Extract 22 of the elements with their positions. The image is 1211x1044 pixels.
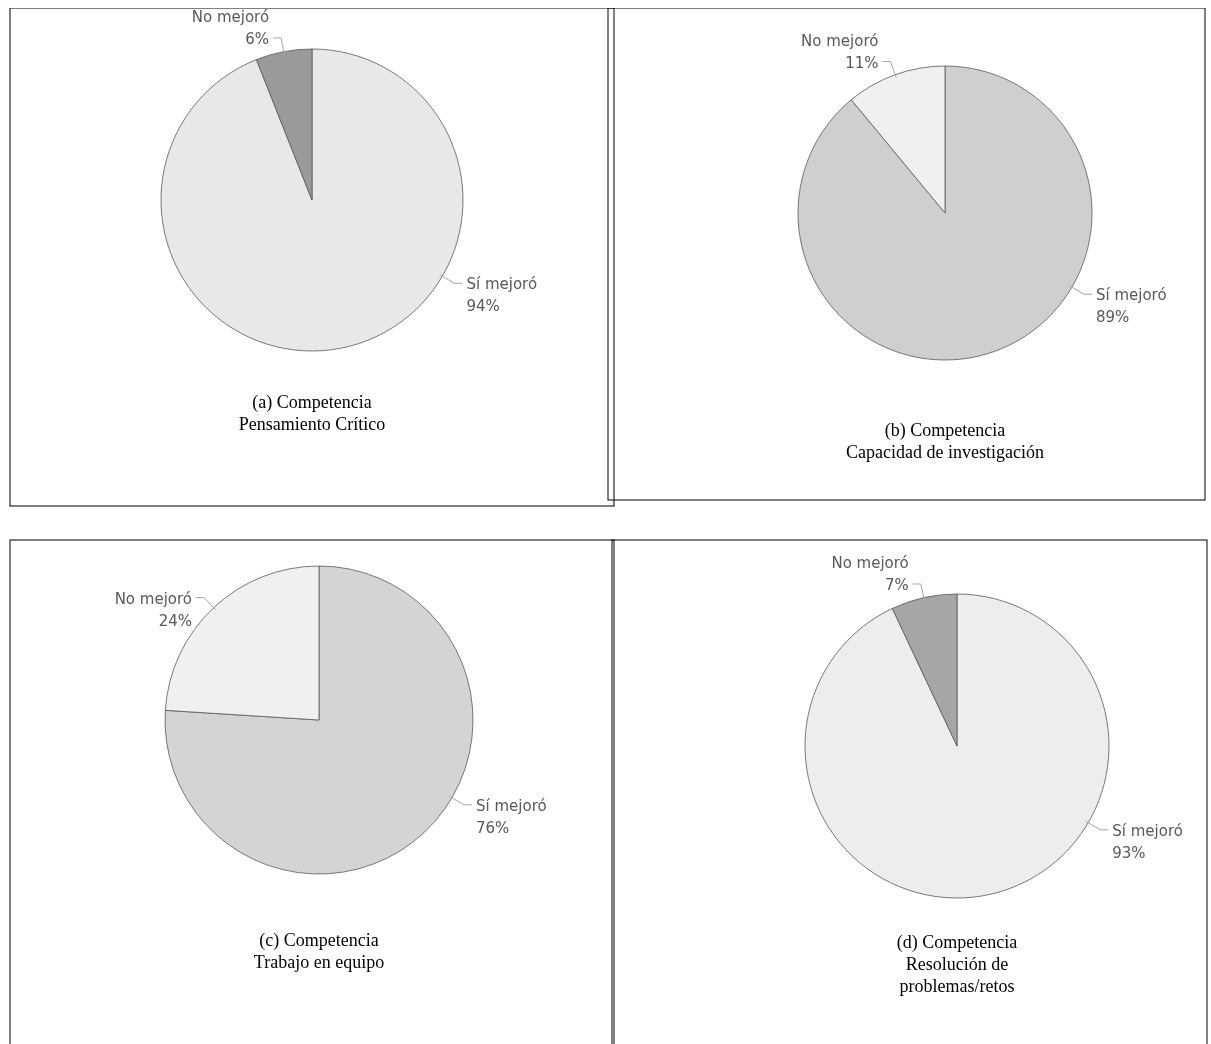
data-label: 89% bbox=[1095, 308, 1130, 327]
text: (d) Competencia Resolución de problemas/retos bbox=[896, 932, 1018, 996]
slice-label: No mejoró bbox=[114, 589, 192, 608]
data-label: 76% bbox=[476, 818, 510, 837]
text: (c) Competencia Trabajo en equipo bbox=[253, 930, 385, 972]
slice-label: No mejoró bbox=[801, 31, 879, 50]
data-label: 11% bbox=[845, 53, 879, 72]
slice-label: Sí mejoró bbox=[1112, 821, 1183, 840]
pie-slice bbox=[804, 593, 1110, 899]
data-label: 7% bbox=[884, 576, 909, 594]
slice-label: No mejoró bbox=[191, 7, 270, 26]
text: (b) Competencia Capacidad de investigación bbox=[846, 420, 1044, 462]
data-label: 93% bbox=[1112, 843, 1146, 862]
data-label: 24% bbox=[158, 611, 192, 630]
data-label: 6% bbox=[245, 29, 270, 48]
text: (a) Competencia Pensamiento Crítico bbox=[238, 392, 386, 434]
slice-label: No mejoró bbox=[831, 554, 909, 572]
slice-label: Sí mejoró bbox=[1095, 286, 1167, 305]
slice-label: Sí mejoró bbox=[476, 796, 547, 815]
pie-slice bbox=[160, 48, 464, 352]
slice-label: Sí mejoró bbox=[466, 275, 538, 294]
data-label: 94% bbox=[466, 297, 500, 316]
